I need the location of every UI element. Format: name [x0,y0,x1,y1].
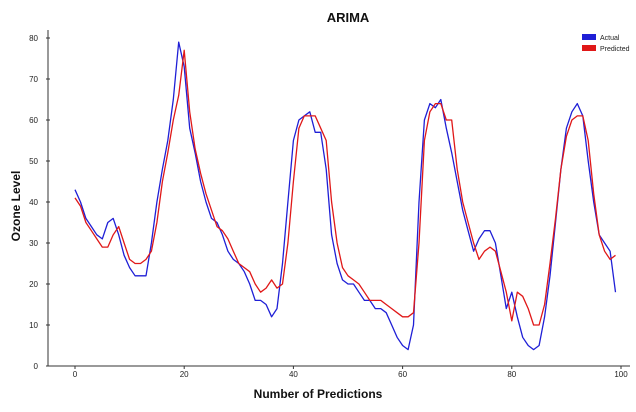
legend-swatch-predicted [582,45,596,51]
y-tick-label: 70 [29,75,38,84]
x-tick-label: 80 [507,370,516,379]
legend: Actual Predicted [582,34,630,53]
y-axis-ticks: 0 10 20 30 40 50 60 70 80 [29,34,50,371]
legend-label-actual: Actual [600,35,620,42]
x-tick-label: 60 [398,370,407,379]
series-line-predicted [74,49,616,326]
x-tick-label: 100 [614,370,628,379]
y-tick-label: 10 [29,321,38,330]
series-layer [74,41,617,351]
legend-label-predicted: Predicted [600,46,630,53]
x-axis-ticks: 0 20 40 60 80 100 [73,366,628,379]
y-tick-label: 20 [29,280,38,289]
x-tick-label: 20 [180,370,189,379]
y-tick-label: 40 [29,198,38,207]
x-tick-label: 40 [289,370,298,379]
y-tick-label: 0 [34,362,39,371]
y-tick-label: 50 [29,157,38,166]
y-tick-label: 80 [29,34,38,43]
x-axis-title: Number of Predictions [254,387,383,401]
legend-swatch-actual [582,34,596,40]
series-line-actual [74,41,617,351]
y-tick-label: 60 [29,116,38,125]
x-tick-label: 0 [73,370,78,379]
y-tick-label: 30 [29,239,38,248]
chart-title: ARIMA [327,10,370,25]
y-axis-title: Ozone Level [9,171,23,242]
